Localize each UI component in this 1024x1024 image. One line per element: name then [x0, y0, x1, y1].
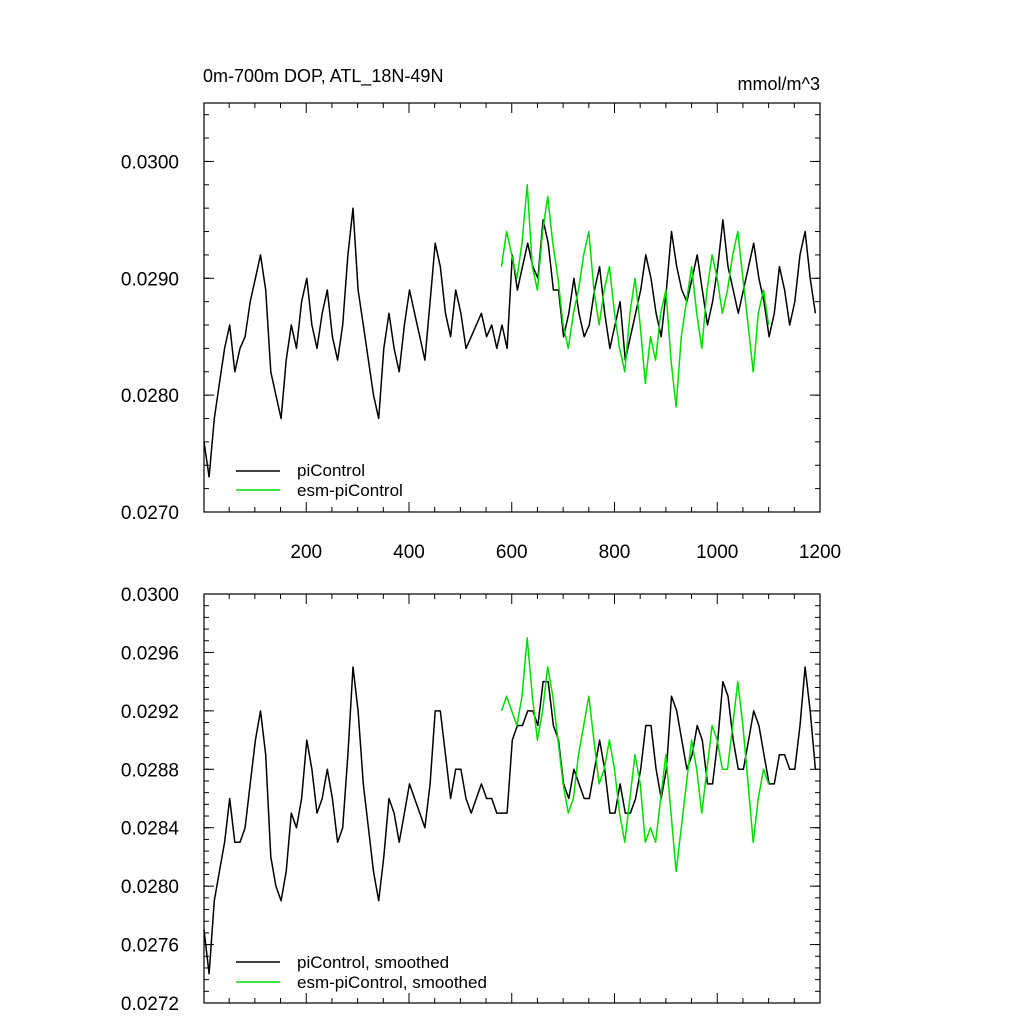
- top-tick-marks: [204, 103, 821, 513]
- top-panel-units: mmol/m^3: [738, 74, 820, 94]
- x-tick-label: 600: [496, 542, 528, 563]
- x-tick-label: 400: [393, 542, 425, 563]
- top-series-lines: [203, 184, 817, 478]
- y-tick-label: 0.0290: [121, 269, 179, 290]
- bottom-legend-label-picontrol: piControl, smoothed: [297, 953, 449, 972]
- x-tick-label: 1000: [696, 542, 738, 563]
- top-legend: piControl esm-piControl: [236, 461, 403, 500]
- top-x-tick-labels: 200 400 600 800 1000 1200: [290, 542, 841, 563]
- top-legend-label-esm-picontrol: esm-piControl: [297, 481, 403, 500]
- x-tick-label: 200: [290, 542, 322, 563]
- top-legend-label-picontrol: piControl: [297, 461, 365, 480]
- top-panel-title: 0m-700m DOP, ATL_18N-49N: [203, 66, 443, 87]
- series-line-picontrol: [203, 207, 817, 478]
- y-tick-label: 0.0300: [121, 585, 179, 606]
- top-panel: 0m-700m DOP, ATL_18N-49N mmol/m^3 200 400…: [121, 66, 841, 563]
- y-tick-label: 0.0292: [121, 702, 179, 723]
- bottom-y-tick-labels: 0.0272 0.0276 0.0280 0.0284 0.0288 0.0292 0.02…: [121, 585, 180, 1015]
- bottom-plot-frame: [203, 593, 821, 1004]
- series-line-esm-picontrol: [500, 184, 770, 408]
- top-y-tick-labels: 0.0270 0.0280 0.0290 0.0300: [121, 152, 179, 524]
- series-line-picontrol-smoothed: [203, 666, 817, 975]
- y-tick-label: 0.0276: [121, 936, 179, 957]
- bottom-series-lines: [203, 637, 817, 975]
- bottom-panel: 0.0272 0.0276 0.0280 0.0284 0.0288 0.0292 0.02…: [121, 585, 821, 1015]
- x-tick-label: 800: [599, 542, 631, 563]
- y-tick-label: 0.0296: [121, 643, 179, 664]
- y-tick-label: 0.0272: [121, 994, 179, 1015]
- y-tick-label: 0.0280: [121, 877, 179, 898]
- series-line-esm-picontrol-smoothed: [500, 637, 770, 873]
- x-tick-label: 1200: [799, 542, 841, 563]
- y-tick-label: 0.0284: [121, 819, 180, 840]
- bottom-legend: piControl, smoothed esm-piControl, smoot…: [236, 953, 487, 992]
- y-tick-label: 0.0270: [121, 503, 179, 524]
- y-tick-label: 0.0280: [121, 386, 179, 407]
- top-plot-frame: [203, 102, 821, 513]
- y-tick-label: 0.0300: [121, 152, 179, 173]
- bottom-legend-label-esm-picontrol: esm-piControl, smoothed: [297, 973, 487, 992]
- y-tick-label: 0.0288: [121, 760, 179, 781]
- bottom-tick-marks: [204, 593, 821, 1004]
